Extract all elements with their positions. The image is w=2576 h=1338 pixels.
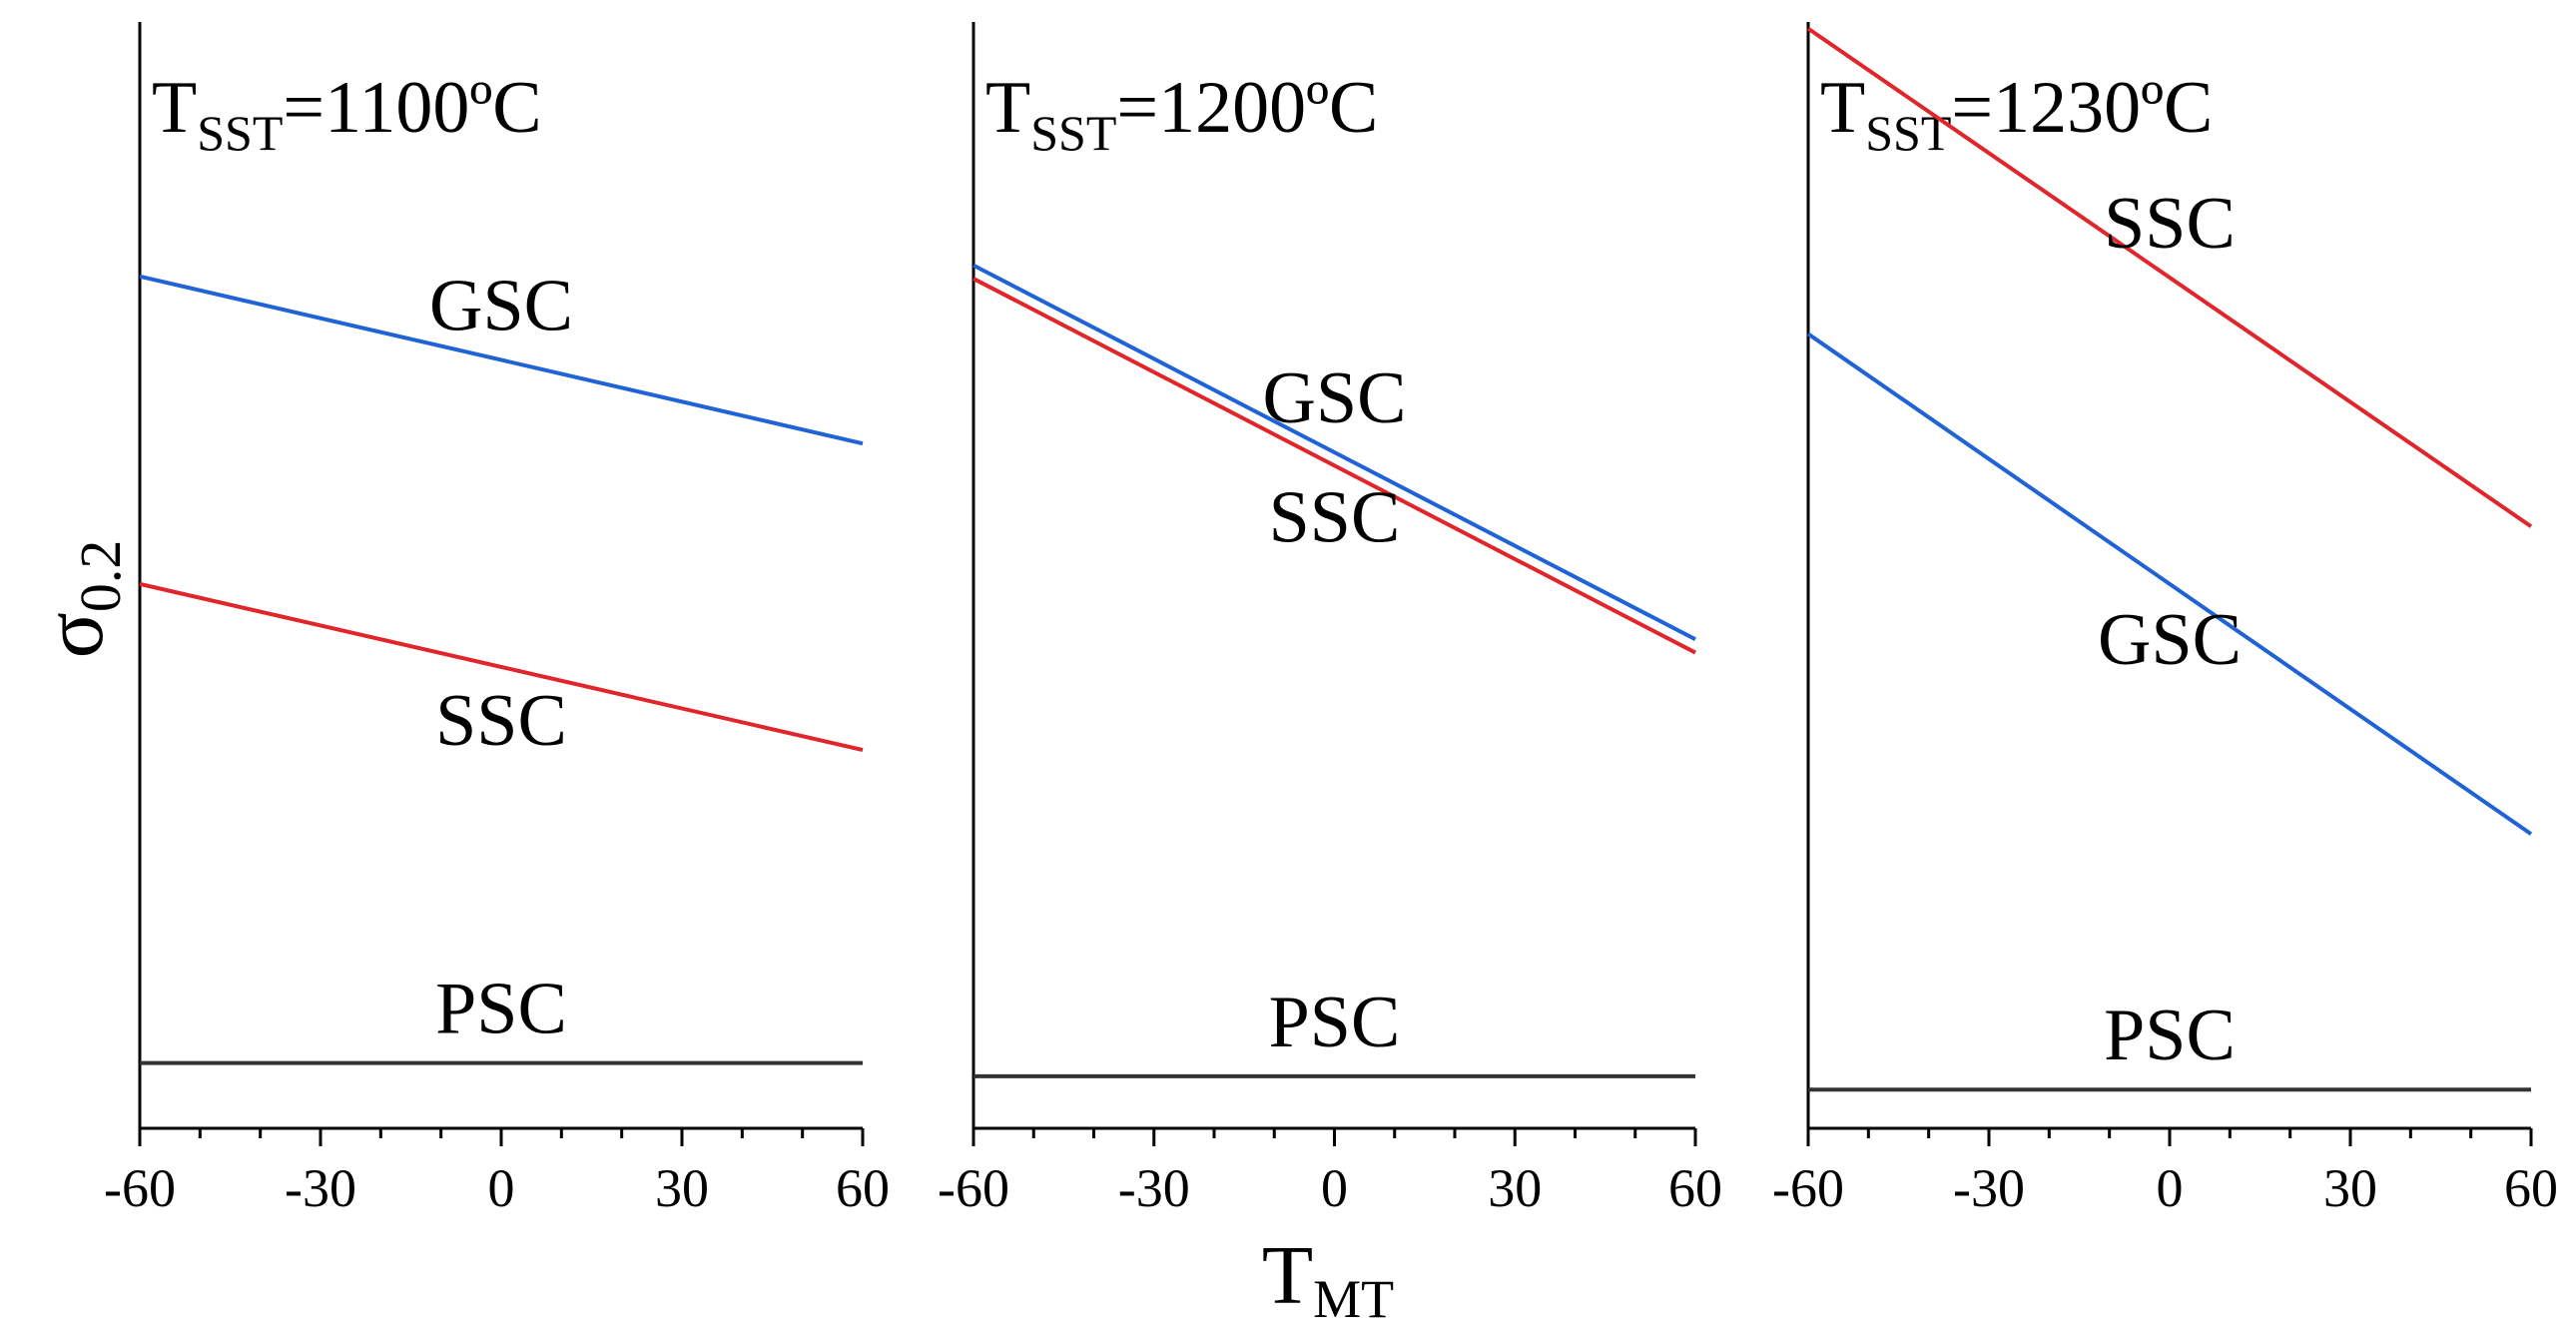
series-line-ssc	[972, 277, 1696, 655]
series-label-gsc: GSC	[2098, 599, 2242, 681]
panel-title-main: T	[985, 67, 1030, 149]
series-line-gsc	[972, 263, 1696, 642]
series-line-ssc	[139, 581, 864, 753]
panel-title-rest: =1230ºC	[1951, 67, 2213, 149]
panel-2: -60 -30 0 30 60 TSST=1200ºC GSC SSC PSC	[938, 22, 1722, 1218]
series-label-ssc: SSC	[435, 680, 567, 762]
panel-1: -60 -30 0 30 60 TSST=1100ºC GSC SSC PSC	[104, 22, 890, 1218]
x-axis-title-main: T	[1262, 1229, 1313, 1322]
series-line-gsc	[139, 274, 864, 446]
series-line-ssc	[1806, 27, 2533, 528]
x-tick-label: -60	[104, 1158, 176, 1218]
y-axis-title: σ0.2	[25, 540, 133, 659]
y-axis-title-sub: 0.2	[68, 540, 133, 613]
x-tick-label: 30	[655, 1158, 709, 1218]
series-label-ssc: SSC	[2104, 183, 2236, 265]
series-label-psc: PSC	[1269, 982, 1401, 1063]
series-label-ssc: SSC	[1269, 476, 1401, 558]
x-tick-label: 0	[488, 1158, 515, 1218]
x-tick-label: 60	[2504, 1158, 2558, 1218]
x-tick-label: -30	[1953, 1158, 2025, 1218]
series-label-psc: PSC	[2104, 995, 2236, 1076]
series-label-gsc: GSC	[429, 265, 573, 346]
panel-title-sub: SST	[1030, 105, 1116, 161]
panel-title-sub: SST	[197, 105, 283, 161]
panel-title: TSST=1200ºC	[985, 67, 1378, 161]
x-axis-title: TMT	[1262, 1229, 1394, 1329]
x-tick-label: -30	[285, 1158, 356, 1218]
panel-title: TSST=1100ºC	[152, 67, 542, 161]
panel-title-main: T	[1820, 67, 1865, 149]
panel-title: TSST=1230ºC	[1820, 67, 2213, 161]
panel-title-sub: SST	[1865, 105, 1951, 161]
y-axis-title-main: σ	[25, 612, 121, 658]
x-tick-label: 0	[1321, 1158, 1348, 1218]
x-axis-title-sub: MT	[1313, 1269, 1394, 1329]
panel-title-main: T	[152, 67, 197, 149]
panel-3: -60 -30 0 30 60 TSST=1230ºC SSC GSC PSC	[1772, 22, 2558, 1218]
x-tick-label: 60	[1668, 1158, 1722, 1218]
panel-title-rest: =1200ºC	[1116, 67, 1378, 149]
x-tick-label: 0	[2157, 1158, 2184, 1218]
panel-title-rest: =1100ºC	[283, 67, 541, 149]
series-label-gsc: GSC	[1263, 357, 1407, 439]
x-tick-label: -60	[1772, 1158, 1844, 1218]
x-tick-label: 30	[1488, 1158, 1542, 1218]
x-tick-label: -30	[1118, 1158, 1190, 1218]
x-tick-label: 60	[836, 1158, 890, 1218]
series-line-gsc	[1806, 332, 2533, 836]
x-tick-label: 30	[2323, 1158, 2377, 1218]
series-label-psc: PSC	[435, 969, 567, 1050]
x-tick-label: -60	[938, 1158, 1009, 1218]
